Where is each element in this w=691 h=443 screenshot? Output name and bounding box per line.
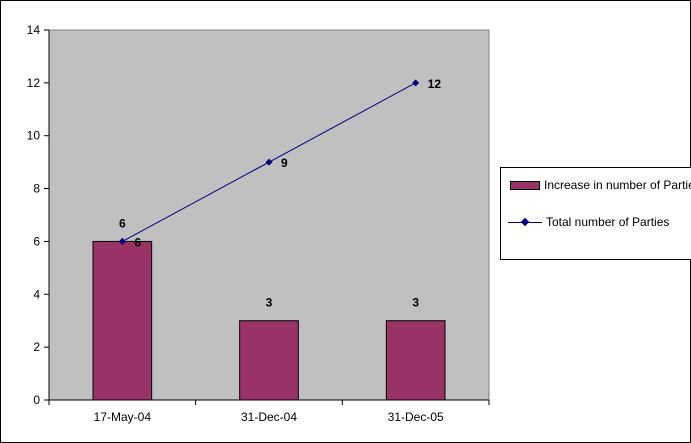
y-tick-label: 8 [33, 182, 40, 196]
x-tick-label: 31-Dec-04 [241, 410, 297, 424]
bar [239, 320, 299, 401]
x-tick-label: 17-May-04 [94, 410, 152, 424]
line-point [412, 79, 420, 87]
line-point [118, 237, 126, 245]
legend-label-line: Total number of Parties [546, 215, 670, 229]
legend-line-swatch [508, 215, 542, 229]
bar [385, 320, 446, 401]
y-tick-label: 4 [33, 287, 40, 301]
bar-data-label: 6 [119, 216, 126, 230]
legend-label-bar: Increase in number of Parties [544, 178, 691, 192]
legend-bar-swatch [510, 181, 540, 190]
y-tick-label: 0 [33, 393, 40, 407]
y-tick-label: 6 [33, 234, 40, 248]
y-tick-label: 2 [33, 340, 40, 354]
legend-item-bar: Increase in number of Parties [501, 178, 691, 192]
line-data-label: 9 [281, 156, 288, 170]
line-data-label: 6 [134, 235, 141, 249]
line-data-label: 12 [428, 77, 442, 91]
x-tick-label: 31-Dec-05 [388, 410, 444, 424]
y-tick-label: 14 [27, 23, 41, 37]
bar-data-label: 3 [266, 296, 273, 310]
y-tick-label: 10 [27, 129, 41, 143]
bar-data-label: 3 [412, 296, 419, 310]
legend: Increase in number of Parties Total numb… [500, 167, 691, 260]
y-tick-label: 12 [27, 76, 41, 90]
legend-diamond-marker [520, 217, 530, 227]
line-point [265, 158, 273, 166]
legend-item-line: Total number of Parties [501, 215, 691, 229]
bar [92, 240, 153, 401]
